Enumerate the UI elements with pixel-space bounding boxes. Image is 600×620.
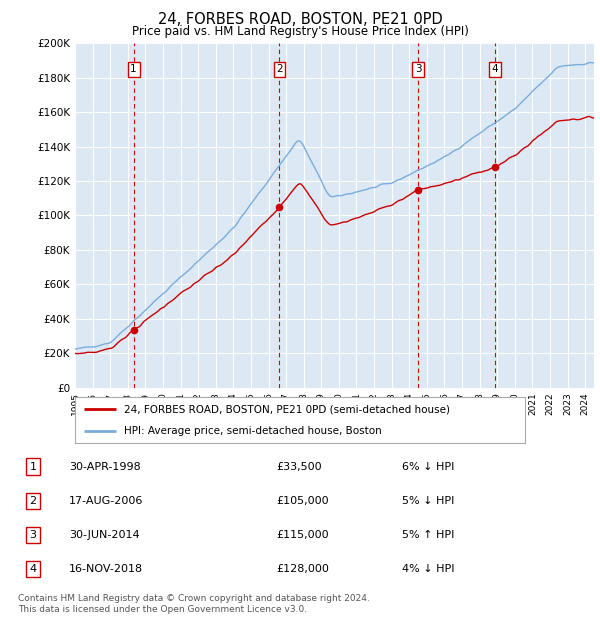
Text: 24, FORBES ROAD, BOSTON, PE21 0PD (semi-detached house): 24, FORBES ROAD, BOSTON, PE21 0PD (semi-… [125, 404, 451, 414]
Text: 3: 3 [415, 64, 421, 74]
Text: £33,500: £33,500 [276, 461, 322, 472]
Text: 30-APR-1998: 30-APR-1998 [69, 461, 141, 472]
Text: Contains HM Land Registry data © Crown copyright and database right 2024.
This d: Contains HM Land Registry data © Crown c… [18, 595, 370, 614]
Text: £128,000: £128,000 [276, 564, 329, 574]
Text: 30-JUN-2014: 30-JUN-2014 [69, 529, 140, 540]
Text: Price paid vs. HM Land Registry's House Price Index (HPI): Price paid vs. HM Land Registry's House … [131, 25, 469, 38]
Text: 4: 4 [491, 64, 498, 74]
Text: 3: 3 [29, 529, 37, 540]
Text: 1: 1 [130, 64, 137, 74]
Text: 1: 1 [29, 461, 37, 472]
Text: 2: 2 [276, 64, 283, 74]
Text: 6% ↓ HPI: 6% ↓ HPI [402, 461, 454, 472]
Text: 4: 4 [29, 564, 37, 574]
Text: 16-NOV-2018: 16-NOV-2018 [69, 564, 143, 574]
Text: 5% ↓ HPI: 5% ↓ HPI [402, 495, 454, 506]
Text: 2: 2 [29, 495, 37, 506]
Text: 4% ↓ HPI: 4% ↓ HPI [402, 564, 455, 574]
Text: £105,000: £105,000 [276, 495, 329, 506]
Text: HPI: Average price, semi-detached house, Boston: HPI: Average price, semi-detached house,… [125, 426, 382, 436]
Text: 24, FORBES ROAD, BOSTON, PE21 0PD: 24, FORBES ROAD, BOSTON, PE21 0PD [158, 12, 442, 27]
Text: 17-AUG-2006: 17-AUG-2006 [69, 495, 143, 506]
Text: 5% ↑ HPI: 5% ↑ HPI [402, 529, 454, 540]
Text: £115,000: £115,000 [276, 529, 329, 540]
